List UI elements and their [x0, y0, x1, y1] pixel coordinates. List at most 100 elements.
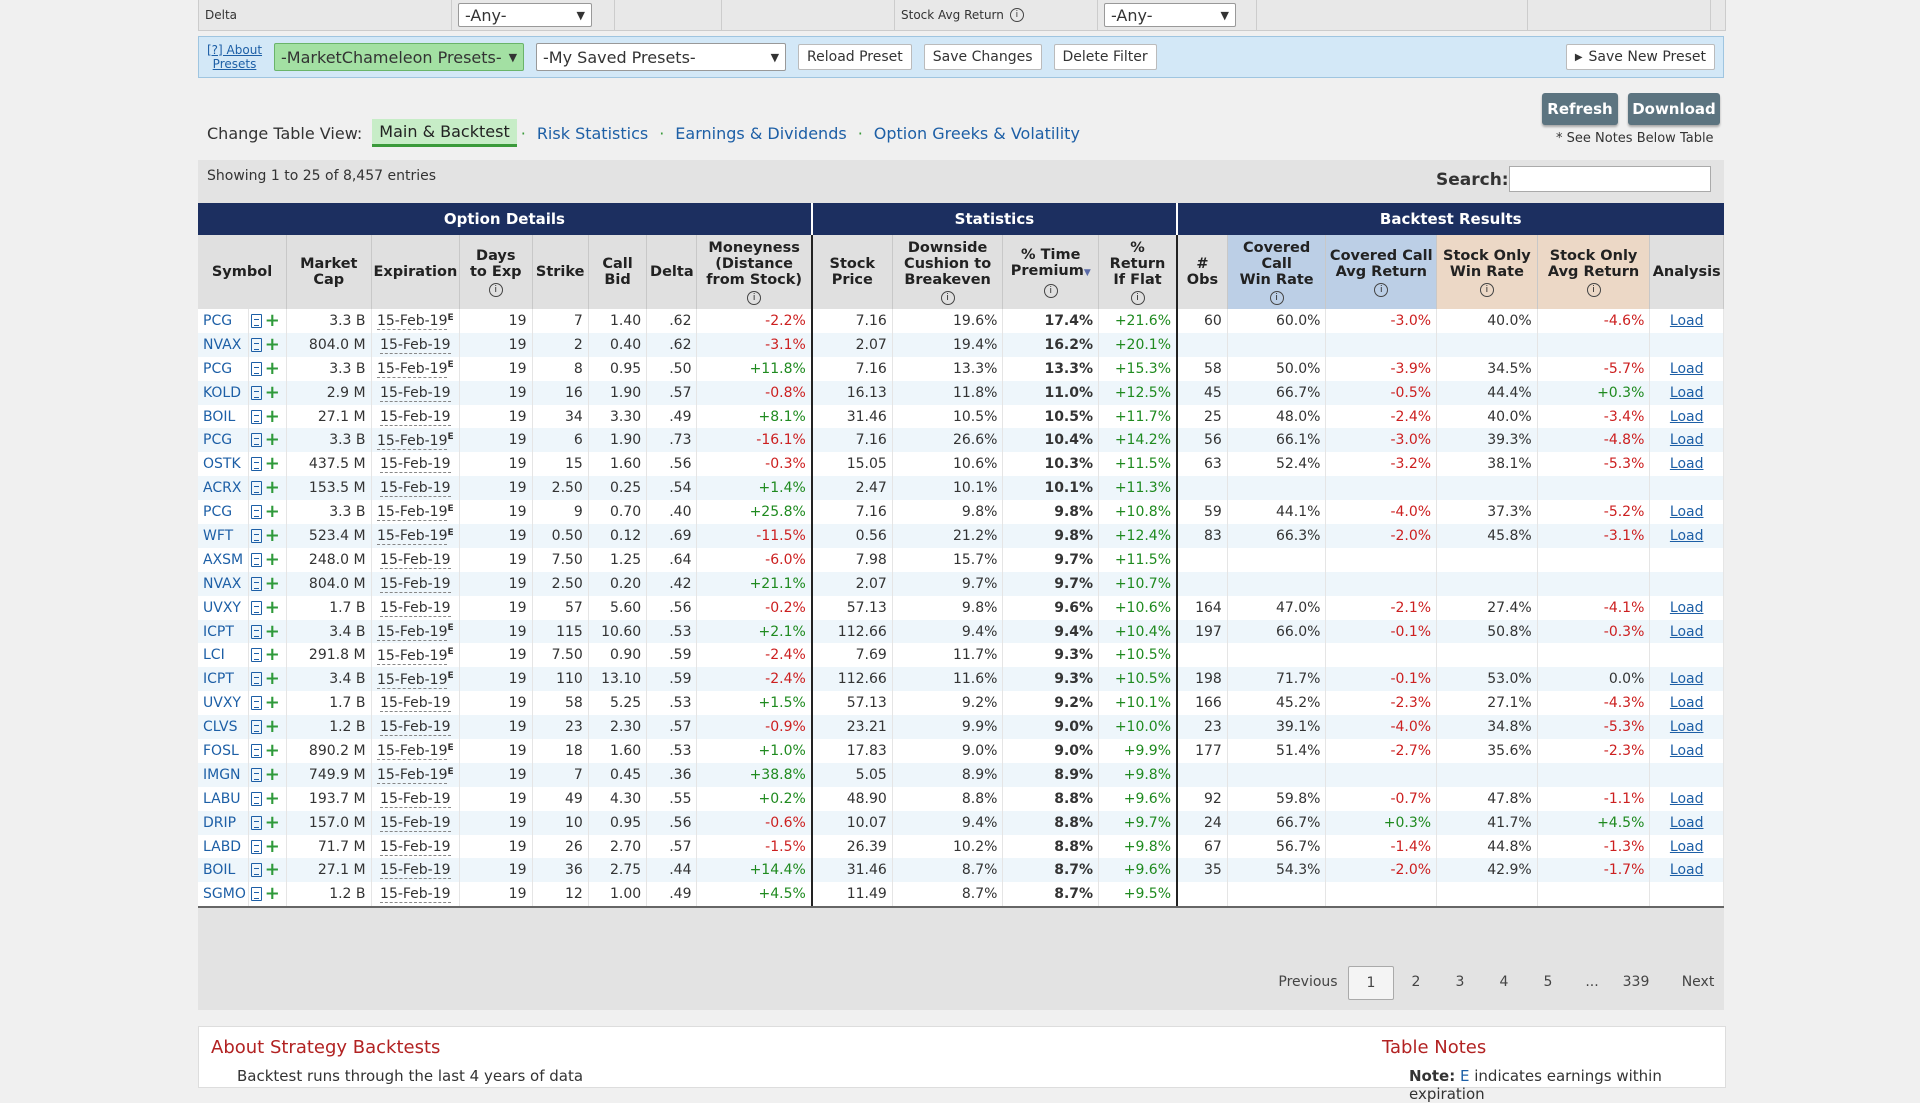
- plus-icon[interactable]: +: [264, 859, 280, 881]
- plus-icon[interactable]: +: [264, 716, 280, 738]
- symbol-link[interactable]: ICPT: [198, 619, 249, 644]
- document-icon[interactable]: [250, 552, 262, 567]
- load-analysis-link[interactable]: Load: [1649, 500, 1724, 525]
- plus-icon[interactable]: +: [264, 835, 280, 857]
- page-button[interactable]: 5: [1543, 974, 1553, 990]
- plus-icon[interactable]: +: [264, 548, 280, 570]
- col-expiration[interactable]: Expiration: [371, 235, 461, 309]
- col-time-premium[interactable]: % Time Premium▼ i: [1002, 235, 1100, 309]
- load-analysis-link[interactable]: Load: [1649, 739, 1724, 763]
- info-icon[interactable]: i: [747, 290, 762, 305]
- symbol-link[interactable]: DRIP: [198, 810, 249, 835]
- info-icon[interactable]: i: [1374, 282, 1389, 297]
- symbol-link[interactable]: SGMO: [198, 882, 249, 909]
- symbol-link[interactable]: IMGN: [198, 762, 249, 787]
- document-icon[interactable]: [250, 600, 262, 615]
- document-icon[interactable]: [250, 457, 262, 472]
- symbol-link[interactable]: NVAX: [198, 571, 249, 596]
- symbol-link[interactable]: KOLD: [198, 380, 249, 405]
- save-changes-button[interactable]: Save Changes: [923, 44, 1042, 70]
- col-strike[interactable]: Strike: [532, 235, 589, 309]
- plus-icon[interactable]: +: [264, 405, 280, 427]
- plus-icon[interactable]: +: [264, 477, 280, 499]
- plus-icon[interactable]: +: [264, 453, 280, 475]
- document-icon[interactable]: [250, 313, 262, 328]
- symbol-link[interactable]: OSTK: [198, 452, 249, 477]
- symbol-link[interactable]: PCG: [198, 500, 249, 525]
- symbol-link[interactable]: WFT: [198, 524, 249, 548]
- tab-option-greeks-volatility[interactable]: Option Greeks & Volatility: [873, 123, 1080, 143]
- document-icon[interactable]: [250, 720, 262, 735]
- plus-icon[interactable]: +: [264, 429, 280, 451]
- load-analysis-link[interactable]: Load: [1649, 786, 1724, 811]
- info-icon[interactable]: i: [488, 282, 503, 297]
- plus-icon[interactable]: +: [264, 787, 280, 809]
- plus-icon[interactable]: +: [264, 739, 280, 761]
- symbol-link[interactable]: BOIL: [198, 858, 249, 883]
- load-analysis-link[interactable]: Load: [1649, 524, 1724, 548]
- refresh-button[interactable]: Refresh: [1542, 93, 1618, 125]
- save-new-preset-button[interactable]: ▶ Save New Preset: [1565, 44, 1715, 70]
- load-analysis-link[interactable]: Load: [1649, 619, 1724, 644]
- info-icon[interactable]: i: [1043, 283, 1058, 298]
- col-obs[interactable]: # Obs: [1177, 235, 1228, 309]
- col-moneyness[interactable]: Moneyness (Distance from Stock) i: [696, 235, 813, 309]
- symbol-link[interactable]: LCI: [198, 643, 249, 668]
- plus-icon[interactable]: +: [264, 309, 280, 331]
- load-analysis-link[interactable]: Load: [1649, 452, 1724, 477]
- col-days-to-exp[interactable]: Days to Exp i: [459, 235, 533, 309]
- document-icon[interactable]: [250, 481, 262, 496]
- tab-earnings-dividends[interactable]: Earnings & Dividends: [675, 123, 847, 143]
- symbol-link[interactable]: CLVS: [198, 715, 249, 740]
- info-icon[interactable]: i: [1586, 282, 1601, 297]
- symbol-link[interactable]: UVXY: [198, 691, 249, 716]
- page-button[interactable]: 2: [1411, 974, 1421, 990]
- load-analysis-link[interactable]: Load: [1649, 715, 1724, 740]
- document-icon[interactable]: [250, 576, 262, 591]
- load-analysis-link[interactable]: Load: [1649, 380, 1724, 405]
- plus-icon[interactable]: +: [264, 883, 280, 905]
- plus-icon[interactable]: +: [264, 596, 280, 618]
- col-downside-cushion[interactable]: Downside Cushion to Breakeven i: [892, 235, 1004, 309]
- plus-icon[interactable]: +: [264, 763, 280, 785]
- stock-avg-return-select[interactable]: -Any- ▼: [1104, 3, 1236, 27]
- document-icon[interactable]: [250, 887, 262, 902]
- document-icon[interactable]: [250, 433, 262, 448]
- plus-icon[interactable]: +: [264, 381, 280, 403]
- load-analysis-link[interactable]: Load: [1649, 356, 1724, 381]
- col-return-if-flat[interactable]: % Return If Flat i: [1098, 235, 1179, 309]
- symbol-link[interactable]: NVAX: [198, 332, 249, 357]
- symbol-link[interactable]: BOIL: [198, 404, 249, 429]
- next-page-button[interactable]: Next: [1681, 974, 1715, 990]
- document-icon[interactable]: [250, 385, 262, 400]
- previous-page-button[interactable]: Previous: [1278, 974, 1338, 990]
- load-analysis-link[interactable]: Load: [1649, 404, 1724, 429]
- document-icon[interactable]: [250, 791, 262, 806]
- tab-main-backtest[interactable]: Main & Backtest: [372, 119, 517, 147]
- document-icon[interactable]: [250, 696, 262, 711]
- document-icon[interactable]: [250, 839, 262, 854]
- document-icon[interactable]: [250, 743, 262, 758]
- plus-icon[interactable]: +: [264, 644, 280, 666]
- symbol-link[interactable]: PCG: [198, 428, 249, 453]
- symbol-link[interactable]: AXSM: [198, 547, 249, 572]
- load-analysis-link[interactable]: Load: [1649, 810, 1724, 835]
- plus-icon[interactable]: +: [264, 333, 280, 355]
- symbol-link[interactable]: FOSL: [198, 739, 249, 763]
- col-covered-call-avg-return[interactable]: Covered Call Avg Return i: [1325, 235, 1438, 309]
- col-call-bid[interactable]: Call Bid: [588, 235, 648, 309]
- page-button[interactable]: 3: [1455, 974, 1465, 990]
- document-icon[interactable]: [250, 528, 262, 543]
- symbol-link[interactable]: UVXY: [198, 595, 249, 620]
- document-icon[interactable]: [250, 409, 262, 424]
- marketchameleon-presets-select[interactable]: -MarketChameleon Presets- ▼: [274, 43, 525, 71]
- col-stock-price[interactable]: Stock Price: [811, 235, 893, 309]
- load-analysis-link[interactable]: Load: [1649, 834, 1724, 859]
- plus-icon[interactable]: +: [264, 501, 280, 523]
- search-input[interactable]: [1509, 166, 1711, 192]
- info-icon[interactable]: i: [1479, 282, 1494, 297]
- page-button[interactable]: 4: [1499, 974, 1509, 990]
- page-button[interactable]: 339: [1622, 974, 1650, 990]
- delete-filter-button[interactable]: Delete Filter: [1053, 44, 1157, 70]
- document-icon[interactable]: [250, 767, 262, 782]
